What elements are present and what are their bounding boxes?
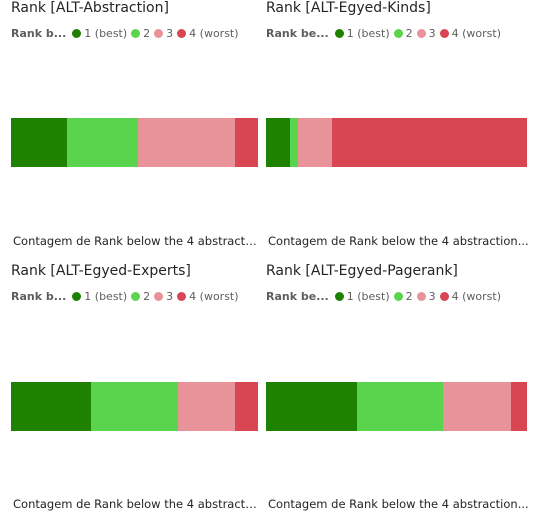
bar-segment-rank-2[interactable]	[289, 118, 298, 167]
x-axis-label: Contagem de Rank below the 4 abstracti..…	[13, 234, 258, 248]
legend-item-4[interactable]: 4 (worst)	[177, 290, 239, 303]
bar-segment-rank-4[interactable]	[234, 382, 258, 431]
legend-title: Rank be...	[266, 290, 329, 303]
legend-dot-2	[131, 29, 141, 38]
bar-segment-rank-3[interactable]	[178, 382, 235, 431]
legend-title: Rank b...	[11, 27, 67, 40]
bar-segment-rank-1[interactable]	[266, 382, 358, 431]
legend-dot-1	[334, 292, 344, 301]
legend-item-3[interactable]: 3	[416, 27, 436, 40]
legend: Rank be... 1 (best) 2 3 4 (worst)	[266, 290, 505, 303]
chart-title: Rank [ALT-Egyed-Pagerank]	[266, 263, 458, 279]
x-axis-label: Contagem de Rank below the 4 abstraction…	[268, 497, 529, 511]
bar-segment-rank-2[interactable]	[357, 382, 444, 431]
legend-item-1[interactable]: 1 (best)	[72, 290, 127, 303]
legend-item-2[interactable]: 2	[393, 290, 413, 303]
bar-segment-rank-3[interactable]	[138, 118, 236, 167]
chart-title: Rank [ALT-Abstraction]	[11, 0, 169, 16]
stacked-bar[interactable]	[266, 118, 527, 167]
chart-title: Rank [ALT-Egyed-Kinds]	[266, 0, 431, 16]
chart-panel-alt-egyed-kinds: Rank [ALT-Egyed-Kinds] Rank be... 1 (bes…	[266, 0, 529, 255]
x-axis-label: Contagem de Rank below the 4 abstracti..…	[13, 497, 258, 511]
legend: Rank b... 1 (best) 2 3 4 (worst)	[11, 27, 243, 40]
legend-dot-3	[154, 292, 164, 301]
bar-segment-rank-1[interactable]	[11, 118, 68, 167]
legend-item-4[interactable]: 4 (worst)	[177, 27, 239, 40]
bar-segment-rank-4[interactable]	[235, 118, 258, 167]
legend-item-3[interactable]: 3	[154, 290, 173, 303]
legend-item-4[interactable]: 4 (worst)	[439, 290, 501, 303]
legend-dot-2	[393, 292, 403, 301]
legend-dot-4	[439, 292, 449, 301]
legend-dot-3	[416, 292, 426, 301]
chart-panel-alt-egyed-experts: Rank [ALT-Egyed-Experts] Rank b... 1 (be…	[11, 263, 258, 517]
legend-dot-1	[72, 29, 82, 38]
legend-dot-1	[334, 29, 344, 38]
legend: Rank b... 1 (best) 2 3 4 (worst)	[11, 290, 243, 303]
legend-item-2[interactable]: 2	[131, 290, 150, 303]
legend-item-3[interactable]: 3	[154, 27, 173, 40]
bar-segment-rank-1[interactable]	[266, 118, 290, 167]
legend: Rank be... 1 (best) 2 3 4 (worst)	[266, 27, 505, 40]
bar-segment-rank-2[interactable]	[67, 118, 139, 167]
legend-item-1[interactable]: 1 (best)	[334, 27, 390, 40]
chart-panel-alt-abstraction: Rank [ALT-Abstraction] Rank b... 1 (best…	[11, 0, 258, 255]
legend-item-3[interactable]: 3	[416, 290, 436, 303]
bar-segment-rank-4[interactable]	[331, 118, 527, 167]
legend-title: Rank b...	[11, 290, 67, 303]
bar-segment-rank-3[interactable]	[297, 118, 332, 167]
legend-dot-2	[393, 29, 403, 38]
stacked-bar[interactable]	[11, 382, 258, 431]
bar-segment-rank-3[interactable]	[443, 382, 512, 431]
legend-item-1[interactable]: 1 (best)	[72, 27, 127, 40]
legend-dot-3	[154, 29, 164, 38]
bar-segment-rank-4[interactable]	[511, 382, 527, 431]
stacked-bar[interactable]	[266, 382, 527, 431]
stacked-bar[interactable]	[11, 118, 258, 167]
legend-dot-4	[177, 292, 187, 301]
bar-segment-rank-2[interactable]	[90, 382, 179, 431]
chart-title: Rank [ALT-Egyed-Experts]	[11, 263, 191, 279]
legend-item-4[interactable]: 4 (worst)	[439, 27, 501, 40]
legend-dot-4	[439, 29, 449, 38]
legend-dot-3	[416, 29, 426, 38]
chart-panel-alt-egyed-pagerank: Rank [ALT-Egyed-Pagerank] Rank be... 1 (…	[266, 263, 529, 517]
legend-title: Rank be...	[266, 27, 329, 40]
legend-item-2[interactable]: 2	[131, 27, 150, 40]
legend-dot-2	[131, 292, 141, 301]
bar-segment-rank-1[interactable]	[11, 382, 91, 431]
legend-item-1[interactable]: 1 (best)	[334, 290, 390, 303]
legend-dot-4	[177, 29, 187, 38]
x-axis-label: Contagem de Rank below the 4 abstraction…	[268, 234, 529, 248]
legend-dot-1	[72, 292, 82, 301]
legend-item-2[interactable]: 2	[393, 27, 413, 40]
